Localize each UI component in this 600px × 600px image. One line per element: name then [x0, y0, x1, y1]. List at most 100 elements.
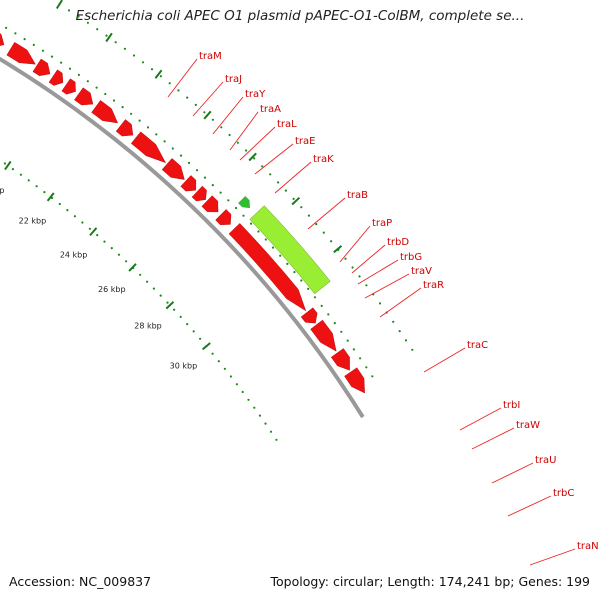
track-dot	[223, 367, 226, 370]
gene-block	[6, 42, 36, 65]
track-dot	[378, 302, 382, 305]
gene-block	[201, 195, 219, 213]
track-dot	[19, 173, 22, 176]
track-dot	[159, 294, 162, 297]
label-leader	[339, 225, 371, 263]
dotted-tracks	[3, 3, 414, 441]
track-dot	[88, 227, 91, 230]
gene-block	[191, 185, 207, 202]
track-dot	[292, 197, 295, 200]
track-dot	[95, 86, 98, 89]
track-dot	[192, 330, 195, 333]
gene-label-traU: traU	[535, 455, 556, 466]
track-dot	[187, 161, 191, 164]
track-dot	[217, 360, 220, 363]
track-dot	[171, 147, 174, 150]
track-dot	[66, 209, 69, 212]
track-tick	[333, 245, 343, 254]
track-dot	[249, 222, 253, 225]
track-dot	[150, 68, 154, 71]
track-dot	[155, 133, 158, 136]
track-tick	[291, 196, 301, 206]
track-dot	[67, 9, 71, 12]
track-dot	[269, 430, 273, 433]
track-dot	[203, 111, 206, 114]
track-dot	[130, 112, 133, 115]
label-leader	[471, 427, 515, 450]
gene-label-trbG: trbG	[400, 252, 422, 263]
track-dot	[271, 246, 275, 249]
track-dot	[186, 323, 189, 326]
gene-label-traK: traK	[313, 154, 334, 165]
kbp-label: 28 kbp	[134, 322, 162, 331]
track-dot	[35, 185, 38, 188]
track-dot	[152, 287, 155, 290]
gene-label-traB: traB	[347, 190, 368, 201]
track-dot	[105, 34, 108, 37]
track-dot	[32, 43, 35, 47]
track-dot	[392, 320, 395, 323]
track-dot	[219, 191, 222, 194]
track-dot	[186, 96, 189, 99]
kbp-tick	[165, 301, 175, 310]
track-dot	[330, 240, 333, 243]
kbp-label: 26 kbp	[98, 285, 126, 294]
track-dot	[404, 339, 408, 342]
gene-block	[130, 131, 167, 164]
gene-label-traY: traY	[245, 89, 266, 100]
kbp-tick	[201, 342, 211, 351]
track-dot	[411, 348, 414, 351]
track-dot	[344, 257, 347, 260]
track-dot	[365, 366, 368, 369]
label-leader	[192, 81, 224, 117]
track-dot	[5, 26, 8, 29]
track-dot	[104, 92, 107, 96]
gene-track	[0, 33, 365, 394]
track-dot	[139, 273, 142, 276]
track-dot	[253, 406, 256, 409]
kbp-tick	[4, 160, 12, 171]
gene-label-traC: traC	[467, 340, 488, 351]
map-title: Escherichia coli APEC O1 plasmid pAPEC-O…	[75, 8, 525, 24]
track-dot	[211, 118, 214, 121]
kbp-label: 22 kbp	[19, 217, 47, 226]
gene-label-traR: traR	[423, 280, 444, 291]
kbp-tick	[89, 227, 98, 237]
track-dot	[245, 149, 248, 152]
gene-block	[344, 367, 365, 394]
gene-block	[180, 175, 197, 192]
gene-block	[48, 69, 64, 86]
track-dot	[313, 296, 317, 299]
track-dot	[275, 438, 278, 441]
track-dot	[340, 330, 343, 333]
label-leader	[239, 126, 276, 161]
gene-label-traJ: traJ	[225, 74, 242, 85]
track-dot	[358, 275, 361, 278]
track-dot	[307, 287, 310, 290]
label-leader	[229, 111, 259, 151]
gene-label-trbC: trbC	[553, 488, 574, 499]
label-leader	[379, 287, 422, 318]
track-dot	[351, 266, 354, 269]
green-feature	[238, 196, 250, 209]
track-dot	[58, 202, 61, 206]
track-dot	[264, 238, 267, 241]
gene-label-trbD: trbD	[387, 237, 409, 248]
track-dot	[242, 214, 245, 217]
track-dot	[235, 383, 238, 386]
track-dot	[117, 253, 121, 256]
accession-label: Accession: NC_009837	[9, 574, 152, 589]
track-dot	[43, 191, 46, 194]
gene-block	[228, 223, 307, 312]
label-leader	[364, 273, 410, 299]
track-dot	[320, 304, 323, 307]
backbone-arc	[0, 56, 365, 419]
track-dot	[166, 301, 169, 304]
track-dot	[365, 284, 368, 287]
track-dot	[234, 206, 238, 210]
label-leader	[254, 143, 294, 175]
track-dot	[300, 279, 303, 282]
track-tick	[55, 0, 63, 10]
